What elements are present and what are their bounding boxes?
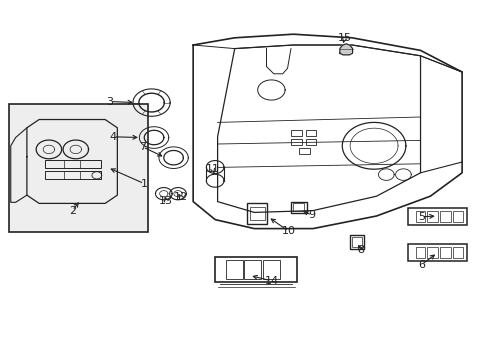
Text: 9: 9 xyxy=(308,210,315,220)
Bar xyxy=(427,211,437,222)
Bar xyxy=(246,203,267,224)
Bar xyxy=(351,237,361,247)
Bar xyxy=(305,130,316,136)
Bar xyxy=(249,207,264,220)
Bar xyxy=(244,260,261,279)
Bar xyxy=(439,247,450,258)
Text: 7: 7 xyxy=(139,142,146,152)
Bar xyxy=(415,247,425,258)
Polygon shape xyxy=(339,44,352,55)
Bar xyxy=(290,130,301,136)
Text: 2: 2 xyxy=(69,206,76,216)
Bar xyxy=(407,208,466,225)
Bar xyxy=(215,257,297,282)
Bar xyxy=(9,104,148,232)
Text: 4: 4 xyxy=(110,132,117,142)
Bar xyxy=(439,211,450,222)
Bar xyxy=(290,139,301,145)
Bar xyxy=(452,211,462,222)
Text: 8: 8 xyxy=(357,245,364,255)
Text: 10: 10 xyxy=(281,226,295,236)
Bar xyxy=(415,211,425,222)
Text: 11: 11 xyxy=(205,164,219,174)
Bar xyxy=(290,202,306,213)
Bar xyxy=(263,260,279,279)
Bar xyxy=(427,247,437,258)
Bar xyxy=(305,139,316,145)
Text: 13: 13 xyxy=(159,196,173,206)
Bar xyxy=(45,160,101,168)
Text: 3: 3 xyxy=(106,96,113,107)
Text: 12: 12 xyxy=(174,192,187,202)
Text: 14: 14 xyxy=(264,276,278,286)
Text: 6: 6 xyxy=(417,260,424,270)
Text: 1: 1 xyxy=(141,179,147,189)
Bar xyxy=(225,260,242,279)
Bar xyxy=(293,203,304,211)
Text: 15: 15 xyxy=(337,33,351,43)
Bar xyxy=(299,148,309,154)
Bar xyxy=(452,247,462,258)
Bar xyxy=(349,235,364,249)
Bar xyxy=(407,244,466,261)
Bar xyxy=(45,171,101,179)
Text: 5: 5 xyxy=(417,212,424,222)
